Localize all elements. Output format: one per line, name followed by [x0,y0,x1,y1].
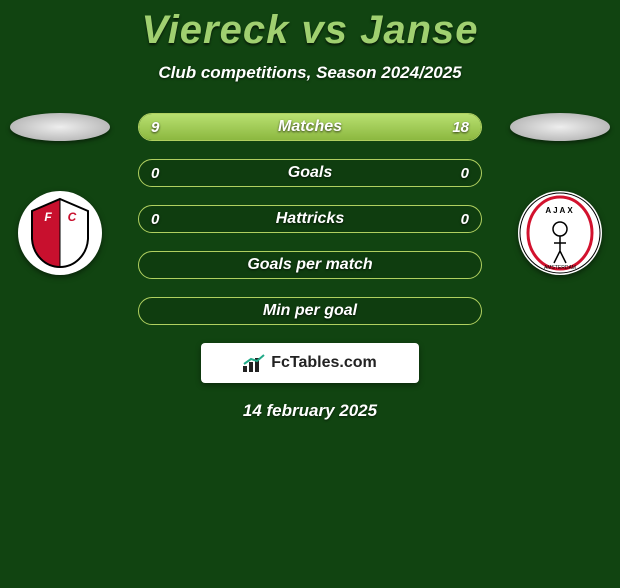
stat-row: 0Hattricks0 [138,205,482,233]
svg-text:F: F [44,210,52,224]
shield-icon: AJAX AMSTERDAM [518,191,602,275]
club-logo-right: AJAX AMSTERDAM [518,191,602,275]
chart-icon [243,354,265,372]
stat-label: Matches [139,114,481,140]
stat-label: Goals [139,160,481,186]
stats-container: 9Matches180Goals00Hattricks0Goals per ma… [138,113,482,325]
svg-text:AJAX: AJAX [545,206,574,215]
player-avatar-placeholder [510,113,610,141]
svg-text:C: C [68,210,77,224]
stat-row: Min per goal [138,297,482,325]
stat-row: 9Matches18 [138,113,482,141]
date-label: 14 february 2025 [0,401,620,421]
stat-value-right: 0 [461,160,469,186]
stat-row: 0Goals0 [138,159,482,187]
stat-value-right: 0 [461,206,469,232]
promo-label: FcTables.com [271,354,377,372]
svg-text:AMSTERDAM: AMSTERDAM [544,265,576,271]
stat-row: Goals per match [138,251,482,279]
promo-badge[interactable]: FcTables.com [201,343,419,383]
stat-label: Hattricks [139,206,481,232]
player-right: AJAX AMSTERDAM [510,113,610,275]
player-left: F C [10,113,110,275]
stat-value-right: 18 [452,114,469,140]
comparison-panel: F C AJAX AMSTERDAM 9Matches180Goals00Hat… [0,113,620,421]
page-title: Viereck vs Janse [0,8,620,53]
shield-icon: F C [18,191,102,275]
stat-label: Goals per match [139,252,481,278]
subtitle: Club competitions, Season 2024/2025 [0,63,620,83]
player-avatar-placeholder [10,113,110,141]
club-logo-left: F C [18,191,102,275]
stat-label: Min per goal [139,298,481,324]
